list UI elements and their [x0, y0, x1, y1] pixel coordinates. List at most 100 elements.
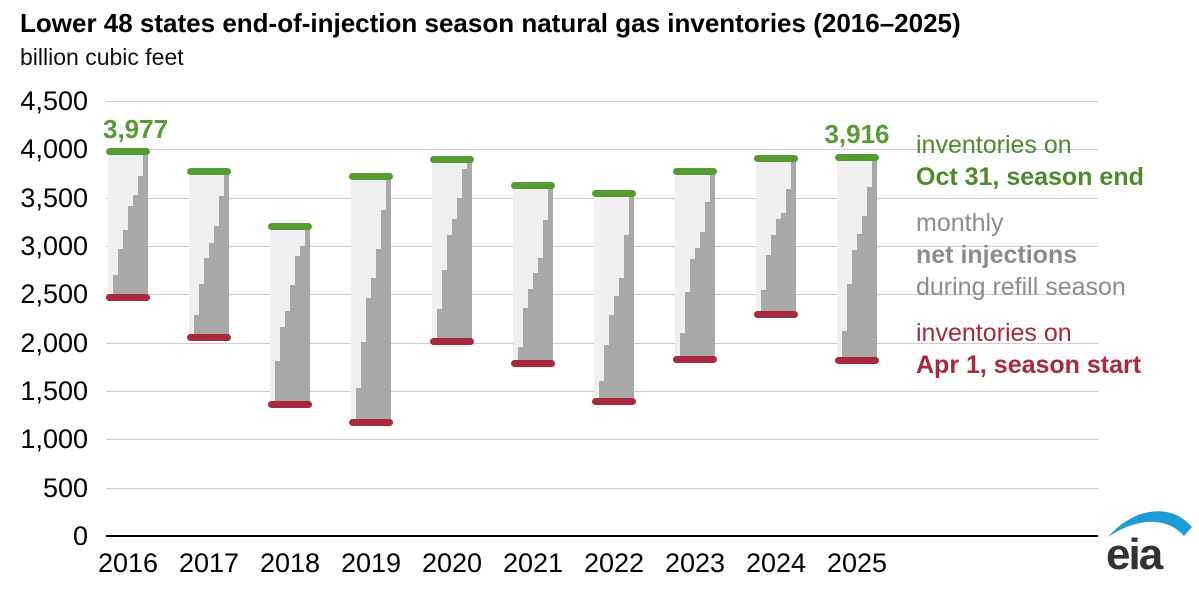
injection-step-2024-m3 — [771, 234, 777, 315]
season-start-cap-2023 — [673, 356, 717, 364]
season-end-cap-2025 — [835, 153, 879, 161]
injection-step-2023-m4 — [695, 247, 701, 360]
injection-step-2017-m4 — [209, 242, 215, 338]
x-tick-label-2023: 2023 — [664, 548, 726, 578]
bar-2020 — [432, 159, 473, 342]
chart-legend: inventories on Oct 31, season end monthl… — [916, 129, 1144, 395]
season-start-cap-2016 — [106, 293, 150, 301]
injection-step-2021-m6 — [543, 219, 549, 364]
season-end-cap-2018 — [268, 222, 312, 230]
season-start-cap-2025 — [835, 356, 879, 364]
injection-step-2019-m1 — [356, 388, 362, 423]
injection-step-2022-m1 — [599, 381, 605, 402]
legend-net-injections: monthly net injections during refill sea… — [916, 207, 1144, 303]
y-tick-label-1,500: 1,500 — [20, 376, 88, 406]
injection-step-2024-m1 — [761, 290, 767, 315]
bar-2018 — [270, 226, 311, 405]
bar-2025 — [837, 157, 878, 361]
gridline-1,000 — [106, 439, 1098, 441]
season-start-cap-2017 — [187, 334, 231, 342]
injection-step-2018-m6 — [300, 246, 306, 405]
x-tick-label-2022: 2022 — [583, 548, 645, 578]
injection-step-2018-m4 — [290, 285, 296, 405]
injection-step-2016-m6 — [138, 176, 144, 298]
season-end-cap-2024 — [754, 154, 798, 162]
injection-step-2024-m6 — [786, 189, 792, 315]
x-axis-line — [106, 535, 1098, 537]
injection-step-2018-m3 — [285, 310, 291, 405]
season-start-cap-2024 — [754, 310, 798, 318]
injection-step-2022-m4 — [614, 296, 620, 402]
injection-step-2022-m3 — [609, 314, 615, 402]
eia-logo: eia — [1104, 506, 1196, 582]
injection-step-2017-m1 — [194, 315, 200, 338]
legend-net-injections-line2: net injections — [916, 241, 1078, 269]
season-start-cap-2021 — [511, 359, 555, 367]
injection-step-2020-m4 — [452, 219, 458, 342]
injection-step-2021-m2 — [523, 308, 529, 364]
x-tick-label-2017: 2017 — [178, 548, 240, 578]
injection-step-2016-m1 — [113, 274, 119, 298]
y-tick-label-2,000: 2,000 — [20, 327, 88, 358]
x-tick-label-2025: 2025 — [826, 548, 888, 578]
injection-step-2018-m2 — [280, 327, 286, 405]
x-tick-label-2021: 2021 — [502, 548, 564, 578]
injection-step-2023-m3 — [690, 258, 696, 360]
injection-step-2022-m2 — [604, 344, 610, 402]
injection-step-2017-m6 — [219, 196, 225, 338]
injection-step-2020-m2 — [442, 270, 448, 342]
injection-step-2021-m1 — [518, 347, 524, 364]
injection-step-2019-m6 — [381, 209, 387, 423]
bar-2021 — [513, 185, 554, 364]
bar-2017 — [189, 171, 230, 338]
season-end-cap-2016 — [106, 148, 150, 156]
injection-step-2023-m2 — [685, 292, 691, 360]
legend-season-start: inventories on Apr 1, season start — [916, 317, 1144, 381]
y-tick-label-1,000: 1,000 — [20, 424, 88, 455]
season-end-cap-2023 — [673, 167, 717, 175]
gridline-500 — [106, 487, 1098, 489]
injection-step-2016-m7 — [143, 151, 149, 298]
y-tick-label-0: 0 — [72, 521, 88, 551]
injection-step-2016-m3 — [123, 229, 129, 298]
chart-title: Lower 48 states end-of-injection season … — [20, 8, 961, 38]
season-end-cap-2019 — [349, 172, 393, 180]
injection-step-2019-m5 — [376, 249, 382, 423]
injection-step-2024-m4 — [776, 219, 782, 315]
x-tick-label-2020: 2020 — [421, 548, 483, 578]
injection-step-2023-m1 — [680, 333, 686, 360]
legend-season-end-line1: inventories on — [916, 131, 1072, 159]
injection-step-2017-m7 — [224, 171, 230, 338]
y-tick-label-3,500: 3,500 — [20, 182, 88, 213]
x-tick-label-2018: 2018 — [259, 548, 321, 578]
legend-season-start-line2: Apr 1, season start — [916, 351, 1142, 379]
injection-step-2023-m5 — [700, 232, 706, 360]
injection-step-2017-m3 — [204, 257, 210, 338]
eia-swoosh-icon — [1108, 511, 1192, 537]
injection-step-2017-m5 — [214, 225, 220, 338]
injection-step-2022-m6 — [624, 234, 630, 402]
season-end-cap-2017 — [187, 167, 231, 175]
injection-step-2025-m5 — [862, 216, 868, 361]
y-tick-label-4,500: 4,500 — [20, 86, 88, 116]
injection-step-2018-m1 — [275, 360, 281, 405]
legend-season-end: inventories on Oct 31, season end — [916, 129, 1144, 193]
bar-2022 — [594, 193, 635, 402]
annotation-2016: 3,977 — [103, 113, 169, 144]
injection-step-2021-m5 — [538, 257, 544, 364]
y-tick-label-4,000: 4,000 — [20, 134, 88, 165]
chart-subtitle: billion cubic feet — [20, 44, 184, 70]
injection-step-2025-m1 — [842, 330, 848, 361]
bar-2024 — [756, 158, 797, 315]
injection-step-2020-m7 — [467, 159, 473, 342]
y-tick-label-3,000: 3,000 — [20, 231, 88, 261]
season-end-cap-2022 — [592, 189, 636, 197]
injection-step-2024-m5 — [781, 212, 787, 315]
injection-step-2022-m7 — [629, 193, 635, 402]
injection-step-2016-m4 — [128, 206, 134, 298]
x-tick-label-2019: 2019 — [340, 548, 402, 578]
injection-step-2018-m5 — [295, 256, 301, 405]
x-tick-label-2024: 2024 — [745, 548, 807, 578]
injection-step-2021-m7 — [548, 185, 554, 364]
y-tick-label-500: 500 — [42, 472, 88, 503]
